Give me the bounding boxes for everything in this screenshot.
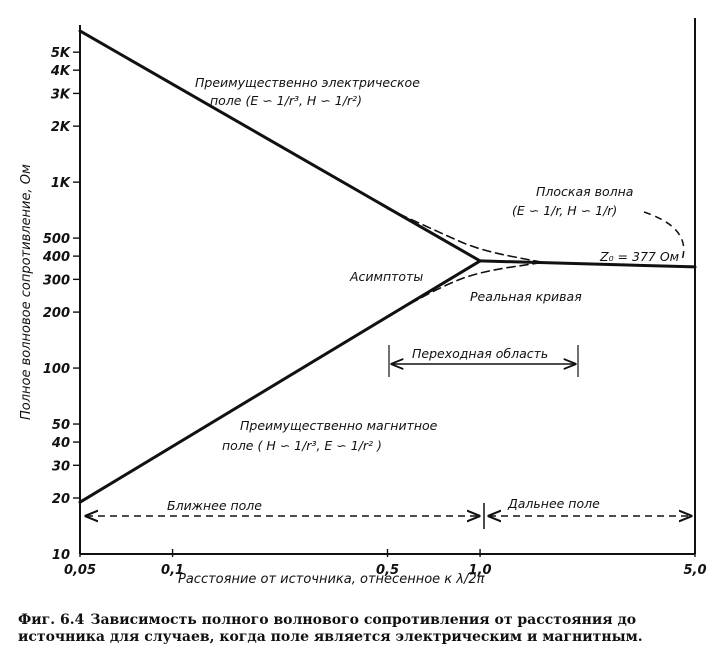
y-axis-ticks: 5K 4K 3K 2K 1K 500 400 300 200 100 50 40 30 20 10 (42, 46, 80, 563)
caption-text: Зависимость полного волнового сопротивле… (18, 612, 643, 645)
electric-field-label-line1: Преимущественно электрическое (195, 75, 420, 90)
asymptotes-label: Асимптоты (349, 269, 423, 284)
transition-label: Переходная область (412, 346, 548, 361)
y-tick-label: 10 (52, 548, 70, 563)
y-tick-label: 4K (50, 64, 71, 79)
y-tick-label: 40 (51, 436, 70, 451)
near-field-label: Ближнее поле (167, 498, 262, 513)
plane-wave-label-line2: (E ∽ 1/r, H ∽ 1/r) (512, 203, 617, 218)
plane-wave-pointer (643, 211, 685, 261)
x-tick-label: 1,0 (469, 563, 492, 578)
caption-number: Фиг. 6.4 (18, 612, 85, 628)
series-plane-wave (478, 259, 697, 269)
y-axis-title: Полное волновое сопротивление, Ом (19, 164, 34, 420)
y-tick-label: 20 (52, 492, 70, 507)
series-asymptote-electric (78, 29, 482, 263)
y-tick-label: 400 (42, 250, 70, 265)
x-axis-ticks: 0,05 0,1 0,5 1,0 5,0 (64, 549, 707, 578)
x-axis-title: Расстояние от источника, отнесенное к λ/… (178, 572, 485, 587)
plane-wave-label-line1: Плоская волна (536, 184, 633, 199)
magnetic-field-label-line2: поле ( H ∽ 1/r³, E ∽ 1/r² ) (222, 438, 382, 453)
x-tick-label: 0,1 (161, 563, 184, 578)
y-tick-label: 200 (43, 306, 70, 321)
plot-frame (79, 18, 696, 555)
x-tick-label: 5,0 (683, 563, 706, 578)
y-tick-label: 5K (51, 46, 71, 61)
y-tick-label: 300 (43, 273, 70, 288)
real-curve-label: Реальная кривая (470, 289, 582, 304)
y-tick-label: 2K (51, 120, 71, 135)
series-layer (78, 29, 697, 504)
y-tick-label: 50 (52, 418, 70, 433)
y-tick-label: 500 (43, 232, 70, 247)
electric-field-label-line2: поле (E ∽ 1/r³, H ∽ 1/r²) (210, 93, 362, 108)
impedance-chart: 5K 4K 3K 2K 1K 500 400 300 200 100 50 40 30 20 10 0,05… (19, 18, 707, 587)
series-real-curve-lower (386, 261, 544, 318)
far-field-label: Дальнее поле (507, 496, 600, 511)
z0-label: Z₀ = 377 Ом (599, 249, 679, 264)
y-tick-label: 100 (43, 362, 70, 377)
y-tick-label: 1K (51, 176, 71, 191)
x-tick-label: 0,5 (376, 563, 399, 578)
y-tick-label: 3K (51, 87, 71, 102)
series-asymptote-magnetic (78, 259, 482, 504)
figure-caption: Фиг. 6.4 Зависимость полного волнового со… (18, 612, 708, 646)
y-tick-label: 30 (52, 459, 70, 474)
x-tick-label: 0,05 (64, 563, 96, 578)
series-real-curve-upper (386, 207, 544, 264)
magnetic-field-label-line1: Преимущественно магнитное (240, 418, 438, 433)
